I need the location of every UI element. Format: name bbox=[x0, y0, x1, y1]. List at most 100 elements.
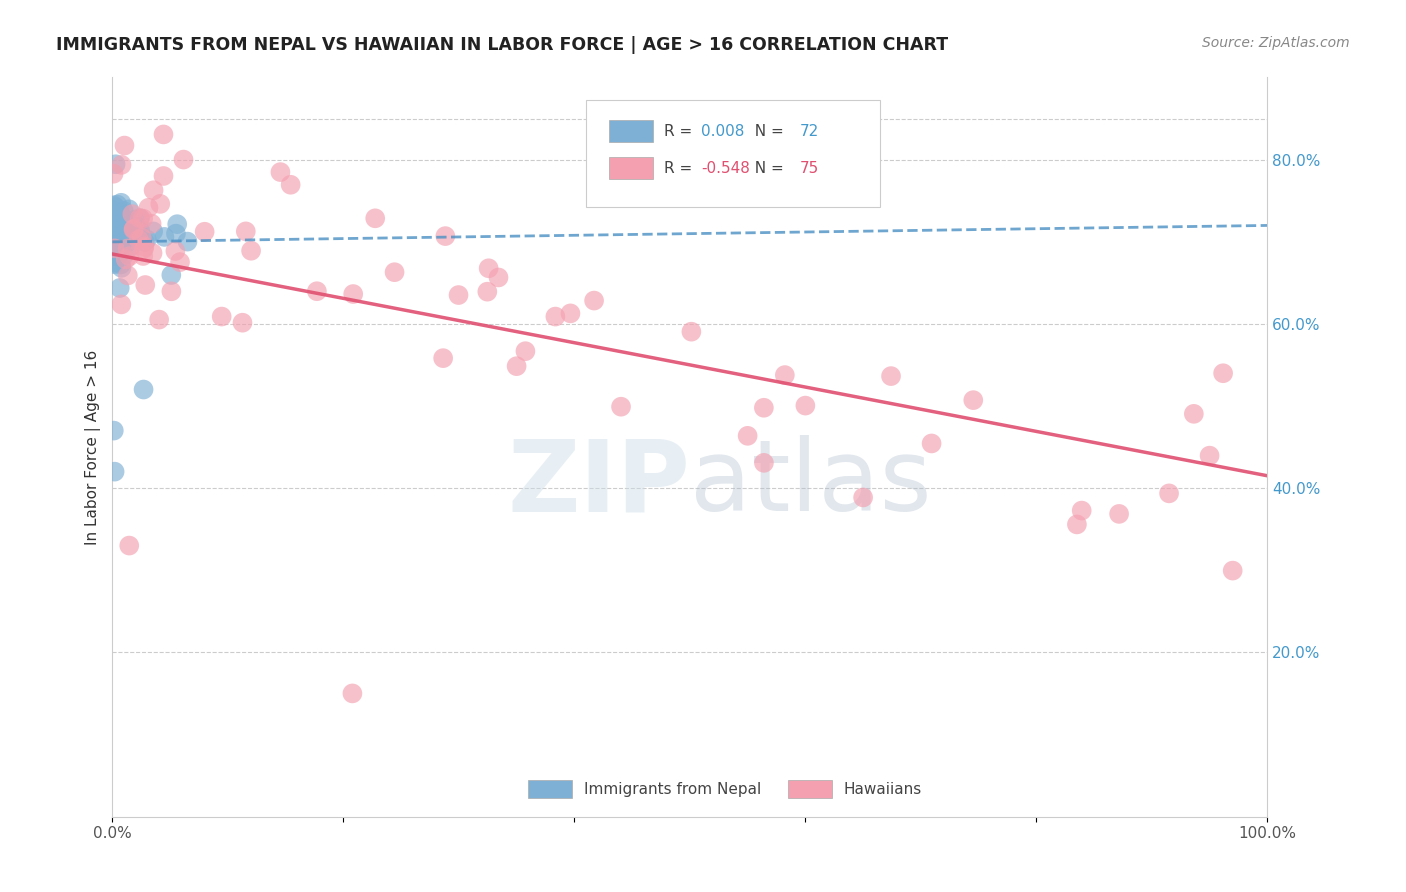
Point bbox=[235, 224, 257, 238]
Point bbox=[115, 227, 138, 242]
Text: Source: ZipAtlas.com: Source: ZipAtlas.com bbox=[1202, 36, 1350, 50]
Point bbox=[880, 369, 903, 384]
Point bbox=[1222, 564, 1244, 578]
Point bbox=[280, 178, 302, 192]
Point bbox=[103, 202, 125, 217]
Point bbox=[114, 214, 136, 228]
Point bbox=[107, 197, 129, 211]
Point bbox=[107, 220, 129, 235]
Point bbox=[129, 211, 152, 226]
Point bbox=[583, 293, 606, 308]
Point bbox=[737, 429, 759, 443]
Point bbox=[110, 257, 132, 271]
Point bbox=[342, 287, 364, 301]
Point bbox=[114, 252, 136, 267]
Point bbox=[131, 230, 153, 244]
Point bbox=[505, 359, 527, 374]
Point bbox=[488, 270, 510, 285]
Point bbox=[108, 247, 131, 261]
FancyBboxPatch shape bbox=[586, 100, 880, 207]
Point bbox=[103, 257, 125, 271]
Point bbox=[135, 232, 157, 246]
Point bbox=[132, 249, 155, 263]
Point bbox=[153, 230, 176, 244]
Point bbox=[129, 224, 152, 238]
Point bbox=[108, 205, 131, 219]
Point bbox=[152, 169, 174, 183]
Point bbox=[1066, 517, 1088, 532]
Point bbox=[103, 211, 125, 225]
Point bbox=[681, 325, 703, 339]
Point bbox=[104, 465, 127, 479]
Point bbox=[111, 235, 134, 250]
Point bbox=[1108, 507, 1130, 521]
Point bbox=[110, 260, 132, 275]
Text: -0.548: -0.548 bbox=[702, 161, 751, 176]
Point bbox=[111, 234, 134, 248]
Point bbox=[165, 244, 187, 258]
Point bbox=[1198, 449, 1220, 463]
Point bbox=[107, 206, 129, 220]
Point bbox=[1070, 503, 1092, 517]
Point bbox=[101, 233, 124, 247]
Point bbox=[169, 255, 191, 269]
Text: 72: 72 bbox=[800, 124, 818, 139]
Point bbox=[432, 351, 454, 366]
Point bbox=[110, 237, 132, 252]
Point bbox=[515, 344, 537, 359]
Point bbox=[103, 220, 125, 235]
Point bbox=[160, 285, 183, 299]
Point bbox=[117, 268, 139, 283]
Point bbox=[117, 235, 139, 250]
Bar bbox=[529, 780, 572, 798]
Point bbox=[166, 217, 188, 231]
Point bbox=[118, 202, 141, 217]
Point bbox=[560, 306, 582, 320]
Point bbox=[103, 167, 125, 181]
Point bbox=[342, 686, 364, 700]
Point bbox=[142, 224, 165, 238]
Point bbox=[104, 157, 127, 171]
Point bbox=[160, 268, 183, 282]
Y-axis label: In Labor Force | Age > 16: In Labor Force | Age > 16 bbox=[86, 350, 101, 545]
Text: N =: N = bbox=[745, 161, 789, 176]
Point bbox=[176, 235, 198, 249]
Point bbox=[101, 226, 124, 240]
Point bbox=[104, 200, 127, 214]
Point bbox=[120, 239, 142, 253]
Point bbox=[194, 225, 217, 239]
Point bbox=[610, 400, 633, 414]
Point bbox=[364, 211, 387, 226]
Point bbox=[112, 248, 135, 262]
Point bbox=[124, 212, 146, 227]
Point bbox=[165, 227, 187, 241]
Point bbox=[477, 285, 499, 299]
Point bbox=[1157, 486, 1180, 500]
Point bbox=[434, 229, 457, 244]
Point bbox=[134, 235, 156, 249]
Point bbox=[132, 383, 155, 397]
Point bbox=[269, 165, 291, 179]
Point bbox=[148, 312, 170, 326]
Point bbox=[108, 227, 131, 242]
Point bbox=[110, 297, 132, 311]
Point bbox=[104, 232, 127, 246]
Text: Immigrants from Nepal: Immigrants from Nepal bbox=[583, 781, 761, 797]
Point bbox=[921, 436, 943, 450]
Point bbox=[118, 249, 141, 263]
Point bbox=[103, 241, 125, 255]
Point bbox=[104, 238, 127, 252]
Bar bbox=[787, 780, 832, 798]
Point bbox=[112, 221, 135, 235]
Point bbox=[134, 239, 156, 253]
Point bbox=[152, 128, 174, 142]
Point bbox=[211, 310, 233, 324]
Point bbox=[544, 310, 567, 324]
Point bbox=[108, 240, 131, 254]
Point bbox=[117, 242, 139, 256]
Point bbox=[112, 203, 135, 218]
Point bbox=[794, 399, 817, 413]
Point bbox=[852, 491, 875, 505]
Point bbox=[447, 288, 470, 302]
Point bbox=[104, 210, 127, 224]
